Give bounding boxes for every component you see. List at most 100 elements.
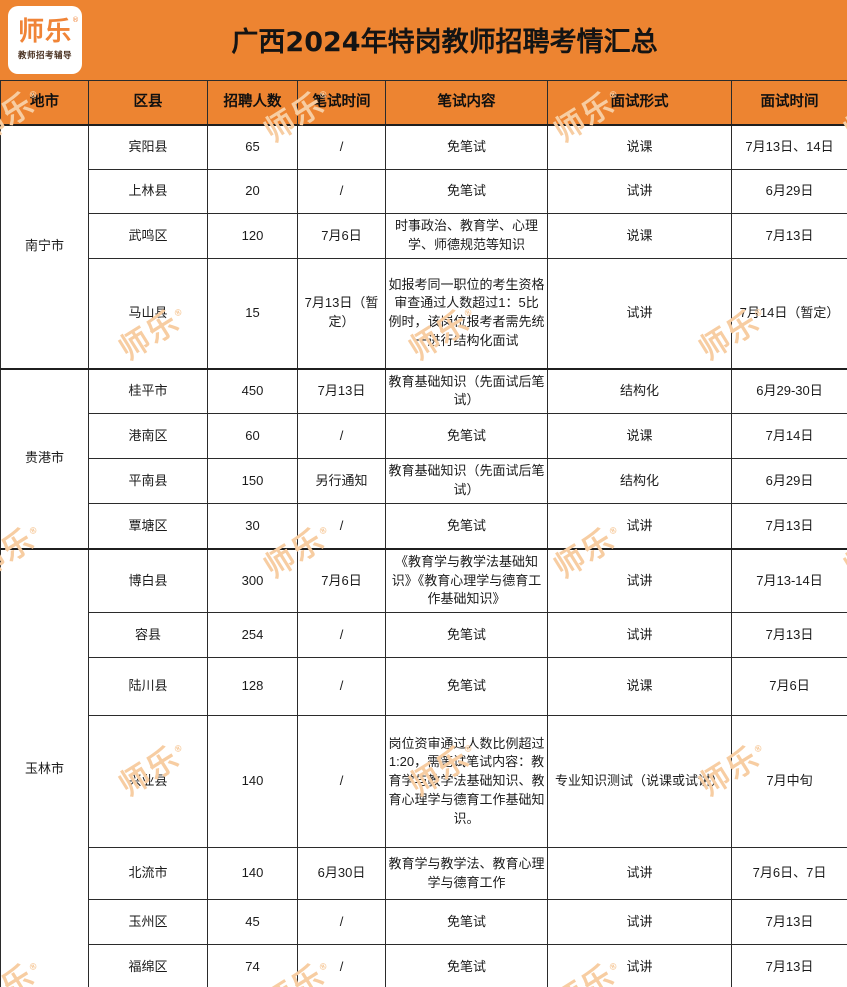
cell-headcount: 450	[207, 367, 298, 415]
column-header-city: 地市	[0, 80, 89, 125]
brand-logo: 师乐 ® 教师招考辅导	[8, 5, 82, 74]
column-header-written-content: 笔试内容	[385, 80, 548, 125]
cell-written-content: 免笔试	[385, 169, 548, 214]
cell-written-content: 教育学与教学法、教育心理学与德育工作	[385, 847, 548, 901]
cell-interview-time: 6月29-30日	[731, 367, 847, 415]
table-row: 容县 254/免笔试 试讲 7月13日	[1, 612, 847, 659]
table-row: 武鸣区 120 7月6日 时事政治、教育学、心理学、师德规范等知识 说课 7月13日	[1, 213, 847, 259]
table-row: 贵港市 桂平市 450 7月13日 教育基础知识（先面试后笔试） 结构化 6月29-30日	[0, 367, 847, 550]
cell-district: 陆川县	[88, 657, 208, 717]
cell-interview-form: 说课	[547, 123, 732, 170]
cell-written-content: 免笔试	[385, 612, 548, 659]
cell-written-time: /	[297, 715, 386, 849]
table-row: 南宁市 宾阳县 65/免笔试 说课 7月13日、14日	[0, 123, 847, 369]
cell-headcount: 45	[207, 899, 298, 946]
registered-trademark-icon: ®	[72, 15, 80, 24]
cell-interview-form: 试讲	[547, 944, 732, 987]
cell-interview-time: 7月14日	[731, 413, 847, 460]
table-row: 玉州区 45/免笔试 试讲 7月13日	[1, 899, 847, 946]
logo-tagline: 教师招考辅导	[17, 49, 72, 60]
cell-interview-time: 7月6日、7日	[731, 847, 847, 901]
table-row: 兴业县 140/岗位资审通过人数比例超过1:20，需笔试笔试内容：教育学与教学法基…	[1, 715, 847, 849]
cell-district: 容县	[88, 612, 208, 659]
cell-headcount: 300	[207, 547, 298, 614]
cell-interview-time: 7月6日	[731, 657, 847, 717]
cell-interview-form: 说课	[547, 213, 732, 259]
cell-interview-time: 7月14日（暂定）	[731, 258, 847, 369]
cell-interview-time: 7月中旬	[731, 715, 847, 849]
table-row: 港南区 60/免笔试 说课 7月14日	[1, 413, 847, 460]
cell-headcount: 128	[207, 657, 298, 717]
header-row: 地市 区县 招聘人数 笔试时间 笔试内容 面试形式 面试时间	[0, 80, 847, 125]
cell-written-time: 7月6日	[297, 547, 386, 614]
cell-written-time: 7月13日	[297, 367, 386, 415]
table-row: 上林县 20/免笔试 试讲 6月29日	[1, 169, 847, 214]
cell-written-content: 《教育学与教学法基础知识》《教育心理学与德育工作基础知识》	[385, 547, 548, 614]
page-title: 广西2024年特岗教师招聘考情汇总	[231, 27, 658, 58]
table-header: 地市 区县 招聘人数 笔试时间 笔试内容 面试形式 面试时间	[0, 80, 847, 125]
cell-interview-time: 6月29日	[731, 458, 847, 505]
column-header-headcount: 招聘人数	[207, 80, 298, 125]
cell-district: 覃塘区	[88, 503, 208, 550]
cell-headcount: 30	[207, 503, 298, 550]
cell-district: 马山县	[88, 258, 208, 369]
cell-district: 平南县	[88, 458, 208, 505]
cell-written-time: 7月13日（暂定）	[297, 258, 386, 369]
cell-written-time: /	[297, 413, 386, 460]
cell-interview-time: 7月13-14日	[731, 547, 847, 614]
column-header-written-time: 笔试时间	[297, 80, 386, 125]
cell-headcount: 150	[207, 458, 298, 505]
table-row: 玉林市 博白县 300 7月6日 《教育学与教学法基础知识》《教育心理学与德育工作基础知…	[0, 547, 847, 987]
logo-brand-text: 师乐 ®	[17, 16, 79, 47]
cell-interview-time: 7月13日	[731, 899, 847, 946]
cell-district: 玉州区	[88, 899, 208, 946]
cell-city: 南宁市	[0, 123, 89, 369]
cell-district: 港南区	[88, 413, 208, 460]
cell-written-content: 岗位资审通过人数比例超过1:20，需笔试笔试内容：教育学与教学法基础知识、教育心…	[385, 715, 548, 849]
cell-written-content: 教育基础知识（先面试后笔试）	[385, 367, 548, 415]
cell-written-content: 免笔试	[385, 944, 548, 987]
cell-interview-form: 结构化	[547, 458, 732, 505]
cell-written-time: /	[297, 612, 386, 659]
cell-written-content: 教育基础知识（先面试后笔试）	[385, 458, 548, 505]
cell-written-content: 免笔试	[385, 413, 548, 460]
cell-interview-time: 7月13日	[731, 213, 847, 259]
cell-district: 博白县	[88, 547, 208, 614]
cell-headcount: 140	[207, 847, 298, 901]
cell-interview-time: 7月13日、14日	[731, 123, 847, 170]
cell-city: 玉林市	[0, 547, 89, 987]
cell-headcount: 60	[207, 413, 298, 460]
cell-district: 桂平市	[88, 367, 208, 415]
cell-interview-form: 试讲	[547, 612, 732, 659]
cell-interview-form: 试讲	[547, 503, 732, 550]
cell-interview-time: 6月29日	[731, 169, 847, 214]
cell-interview-time: 7月13日	[731, 503, 847, 550]
cell-headcount: 120	[207, 213, 298, 259]
recruitment-table: 地市 区县 招聘人数 笔试时间 笔试内容 面试形式 面试时间 南宁市 宾阳县 65/…	[0, 80, 847, 987]
table-body: 南宁市 宾阳县 65/免笔试 说课 7月13日、14日 上林县 20/免笔试 试讲 6月29日武…	[0, 123, 847, 987]
cell-written-time: 6月30日	[297, 847, 386, 901]
cell-headcount: 140	[207, 715, 298, 849]
cell-district: 上林县	[88, 169, 208, 214]
cell-written-time: /	[297, 944, 386, 987]
cell-written-time: /	[297, 503, 386, 550]
cell-interview-form: 说课	[547, 657, 732, 717]
cell-written-content: 免笔试	[385, 657, 548, 717]
cell-district: 兴业县	[88, 715, 208, 849]
cell-interview-form: 结构化	[547, 367, 732, 415]
cell-interview-form: 试讲	[547, 258, 732, 369]
cell-written-content: 时事政治、教育学、心理学、师德规范等知识	[385, 213, 548, 259]
cell-interview-time: 7月13日	[731, 944, 847, 987]
column-header-interview-form: 面试形式	[547, 80, 732, 125]
cell-district: 宾阳县	[88, 123, 208, 170]
cell-headcount: 74	[207, 944, 298, 987]
cell-written-time: /	[297, 899, 386, 946]
table-row: 覃塘区 30/免笔试 试讲 7月13日	[1, 503, 847, 550]
cell-interview-form: 专业知识测试（说课或试讲）	[547, 715, 732, 849]
logo-brand-label: 师乐	[17, 16, 72, 47]
table-row: 平南县 150 另行通知 教育基础知识（先面试后笔试） 结构化 6月29日	[1, 458, 847, 505]
cell-headcount: 254	[207, 612, 298, 659]
cell-interview-form: 试讲	[547, 169, 732, 214]
cell-written-content: 免笔试	[385, 899, 548, 946]
